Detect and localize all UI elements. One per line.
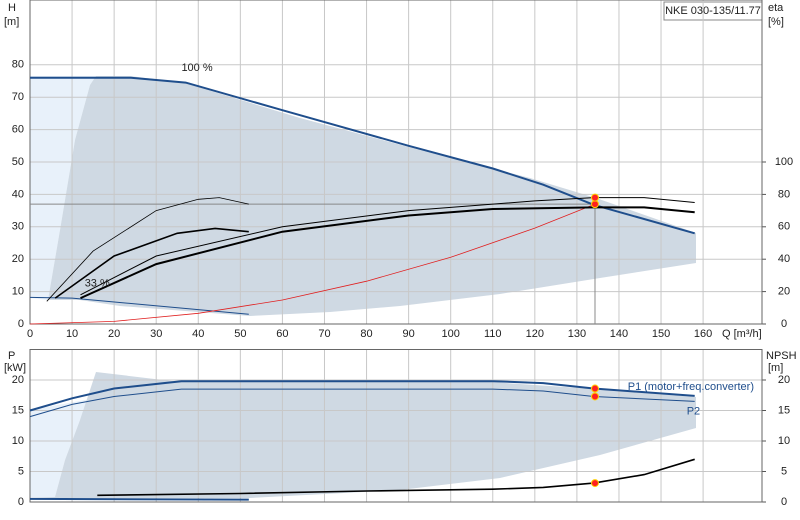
curve [29, 497, 249, 501]
x-tick-label: 80 [360, 328, 372, 340]
curve [80, 197, 695, 296]
curve [80, 206, 695, 300]
x-label: Q [m³/h] [722, 328, 762, 340]
duty-point [590, 479, 599, 488]
x-tick-label: 10 [66, 328, 78, 340]
range-shade [30, 76, 96, 300]
chart-title: NKE 030-135/11.77 [665, 5, 761, 17]
x-tick-label: 100 [442, 328, 460, 340]
curve [46, 197, 249, 302]
y-tick-label: 10 [12, 286, 24, 298]
x-tick-label: 60 [276, 328, 288, 340]
y2-tick-label: 80 [778, 188, 790, 200]
y-tick-label: 5 [18, 465, 24, 477]
series-label: P1 (motor+freq.converter) [628, 381, 754, 393]
x-tick-label: 150 [652, 328, 670, 340]
annotation: 33 % [85, 278, 110, 290]
range-shade [48, 76, 696, 316]
y2-unit: [%] [768, 16, 784, 28]
curve [29, 388, 695, 418]
y-tick-label: 20 [12, 253, 24, 265]
x-tick-label: 90 [402, 328, 414, 340]
x-tick-label: 0 [27, 328, 33, 340]
series-label: P2 [687, 405, 700, 417]
y-tick-label: 30 [12, 221, 24, 233]
y2-tick-label: 20 [778, 286, 790, 298]
x-tick-label: 40 [192, 328, 204, 340]
x-tick-label: 20 [108, 328, 120, 340]
y2-tick-label: 60 [778, 221, 790, 233]
y-tick-label: 15 [12, 404, 24, 416]
y-tick-label: 40 [12, 188, 24, 200]
range-shade [30, 372, 696, 498]
y2-tick-label: 15 [778, 404, 790, 416]
curve [54, 227, 249, 299]
y2-tick-label: 0 [781, 496, 787, 508]
y-label: P [8, 350, 15, 362]
y2-tick-label: 100 [775, 156, 793, 168]
x-tick-label: 70 [318, 328, 330, 340]
y2-tick-label: 5 [781, 465, 787, 477]
duty-point [590, 193, 599, 202]
y2-tick-label: 20 [778, 374, 790, 386]
curve [29, 380, 695, 412]
y2-tick-label: 10 [778, 435, 790, 447]
y2-tick-label: 40 [778, 253, 790, 265]
y-tick-label: 20 [12, 374, 24, 386]
x-tick-label: 120 [526, 328, 544, 340]
curve [97, 458, 695, 497]
duty-point [590, 200, 599, 209]
x-tick-label: 50 [234, 328, 246, 340]
y-tick-label: 70 [12, 91, 24, 103]
y-unit: [kW] [4, 362, 26, 374]
annotation: 100 % [181, 62, 212, 74]
x-tick-label: 130 [568, 328, 586, 340]
y-tick-label: 0 [18, 496, 24, 508]
x-tick-label: 160 [694, 328, 712, 340]
duty-point [590, 392, 599, 401]
y2-unit: [m] [768, 362, 783, 374]
plot-frame [29, 0, 763, 325]
y-tick-label: 80 [12, 59, 24, 71]
y-tick-label: 0 [18, 318, 24, 330]
y-tick-label: 10 [12, 435, 24, 447]
curve [29, 296, 249, 315]
y-unit: [m] [4, 16, 19, 28]
y2-label: eta [768, 2, 784, 14]
y-label: H [8, 2, 16, 14]
y-tick-label: 50 [12, 156, 24, 168]
y2-tick-label: 0 [781, 318, 787, 330]
x-tick-label: 140 [610, 328, 628, 340]
duty-point [590, 384, 599, 393]
x-tick-label: 110 [484, 328, 502, 340]
range-shade [30, 398, 96, 497]
x-tick-label: 30 [150, 328, 162, 340]
plot-frame [29, 349, 763, 503]
y-tick-label: 60 [12, 124, 24, 136]
y2-label: NPSH [766, 350, 797, 362]
curve [29, 203, 596, 325]
